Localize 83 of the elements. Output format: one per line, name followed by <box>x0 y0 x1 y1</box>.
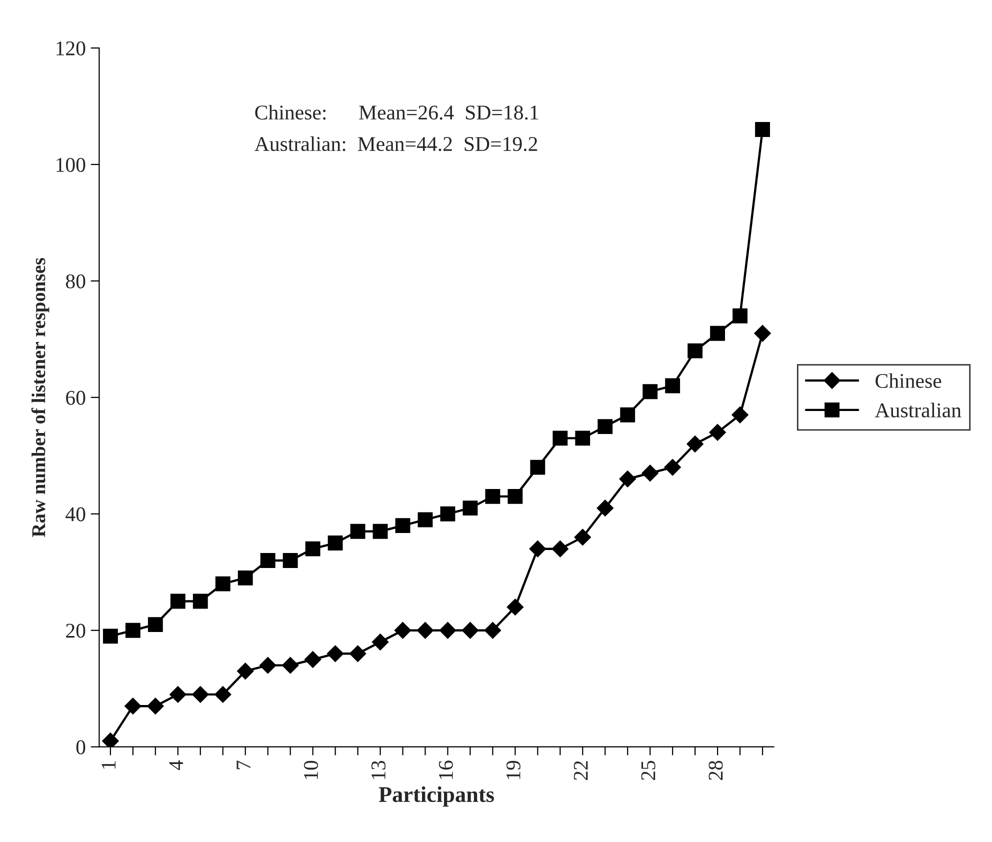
point <box>710 326 726 341</box>
point <box>439 622 456 639</box>
y-tick-label: 120 <box>56 41 86 56</box>
point <box>485 488 500 504</box>
point <box>754 324 771 342</box>
point <box>686 436 704 452</box>
annotation: Chinese: Mean=26.4 SD=18.1 <box>255 104 538 120</box>
point <box>484 622 502 639</box>
point <box>732 308 748 324</box>
legend-label: Australian <box>874 402 962 418</box>
point <box>462 500 478 516</box>
point <box>260 553 276 568</box>
point <box>328 536 343 550</box>
x-tick-label: 1 <box>102 761 116 769</box>
x-tick-label: 16 <box>438 760 453 780</box>
point <box>215 576 230 592</box>
y-tick-label: 60 <box>66 390 86 405</box>
point <box>170 594 186 609</box>
x-tick-label: 13 <box>371 760 386 780</box>
point <box>147 698 164 714</box>
point <box>416 622 434 639</box>
point <box>418 512 433 528</box>
point <box>304 651 322 668</box>
legend-label: Chinese <box>876 373 942 388</box>
point <box>305 541 320 556</box>
x-tick-label: 28 <box>708 760 723 780</box>
x-tick-label: 4 <box>169 760 183 770</box>
y-tick-label: 80 <box>66 274 86 288</box>
point <box>124 698 142 714</box>
point <box>236 662 254 680</box>
point <box>574 528 592 546</box>
y-tick-label: 0 <box>76 740 86 754</box>
point <box>619 470 636 488</box>
point <box>642 384 658 400</box>
point <box>596 500 614 516</box>
point <box>125 622 140 638</box>
point <box>642 464 658 482</box>
point <box>688 343 703 358</box>
point <box>349 645 366 662</box>
point <box>508 488 523 504</box>
point <box>238 570 253 586</box>
x-tick-label: 22 <box>574 761 588 780</box>
annotation: Australian: Mean=44.2 SD=19.2 <box>254 136 538 152</box>
x-axis-title: Participants <box>378 786 494 807</box>
point <box>732 406 748 424</box>
point <box>170 686 186 703</box>
point <box>552 430 568 446</box>
point <box>350 524 366 539</box>
point <box>552 540 569 558</box>
point <box>282 656 299 674</box>
point <box>665 378 680 394</box>
point <box>259 656 276 674</box>
point <box>102 732 119 747</box>
point <box>148 617 163 632</box>
y-tick-label: 100 <box>56 158 86 172</box>
x-tick-label: 10 <box>304 760 318 780</box>
point <box>326 645 344 662</box>
point <box>282 553 298 568</box>
point <box>664 458 681 476</box>
point <box>462 622 479 639</box>
point <box>575 430 590 446</box>
y-tick-label: 40 <box>66 507 86 522</box>
x-tick-label: 19 <box>506 760 520 780</box>
point <box>506 598 524 616</box>
point <box>372 634 389 650</box>
point <box>598 419 613 434</box>
point <box>102 628 118 644</box>
point <box>394 622 412 639</box>
point <box>530 460 546 475</box>
y-axis-title: Raw number of listener responses <box>31 258 50 538</box>
point <box>440 506 456 522</box>
point <box>192 594 208 609</box>
point <box>214 686 232 703</box>
point <box>529 540 546 558</box>
y-tick-label: 20 <box>66 624 86 638</box>
x-tick-label: 7 <box>236 760 250 770</box>
point <box>620 407 636 422</box>
point <box>755 122 770 137</box>
point <box>709 424 726 441</box>
point <box>395 518 410 534</box>
x-tick-label: 25 <box>641 760 656 780</box>
point <box>372 524 388 539</box>
point <box>192 686 209 703</box>
